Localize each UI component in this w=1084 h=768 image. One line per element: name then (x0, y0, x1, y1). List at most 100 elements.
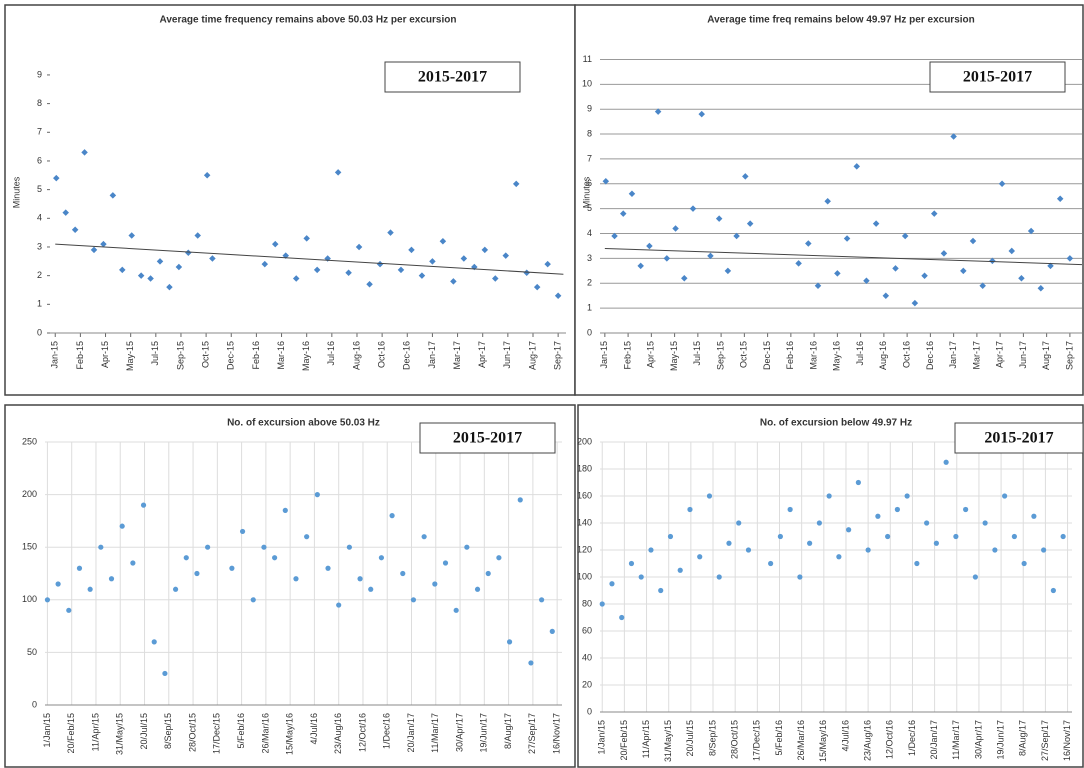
x-tick-label: 19/Jun/17 (995, 720, 1005, 760)
data-point (667, 533, 674, 540)
data-point (1031, 513, 1037, 519)
x-tick-label: 4/Jul/16 (840, 720, 850, 752)
data-point (716, 574, 722, 580)
x-tick-label: 23/Aug/16 (863, 720, 873, 761)
y-tick-label: 140 (577, 517, 592, 527)
data-point (194, 232, 201, 239)
x-tick-label: Oct-16 (377, 341, 387, 368)
x-tick-label: Sep-15 (175, 341, 185, 370)
data-point (108, 576, 115, 582)
x-tick-label: 11/Apr/15 (90, 713, 100, 751)
data-point (325, 565, 331, 571)
x-tick-label: Dec-15 (762, 341, 772, 370)
data-point (768, 560, 774, 567)
y-tick-label: 150 (22, 542, 37, 552)
data-point (517, 497, 523, 503)
data-point (921, 272, 928, 280)
y-tick-label: 100 (577, 571, 592, 581)
data-point (87, 586, 93, 592)
data-point (943, 459, 949, 465)
x-tick-label: 26/Mar/16 (260, 713, 270, 754)
data-point (795, 260, 802, 267)
chart-title: Average time frequency remains above 50.… (160, 15, 457, 26)
x-tick-label: 20/Jan/17 (929, 720, 939, 760)
x-tick-label: Mar-16 (808, 341, 818, 370)
y-tick-label: 60 (582, 625, 592, 635)
data-point (432, 581, 438, 587)
data-point (554, 292, 562, 299)
data-point (1008, 247, 1016, 255)
data-point (410, 597, 417, 603)
y-tick-label: 100 (22, 594, 37, 604)
data-point (882, 292, 890, 299)
x-tick-label: Feb-16 (785, 341, 795, 370)
y-tick-label: 5 (587, 203, 592, 213)
data-point (863, 277, 870, 285)
data-point (485, 570, 491, 577)
x-tick-label: May-15 (669, 341, 679, 371)
data-point (90, 246, 98, 254)
x-tick-label: 12/Oct/16 (357, 713, 367, 752)
annotation-box (954, 422, 1084, 454)
data-point (672, 225, 679, 232)
data-point (824, 197, 831, 205)
annotation: 2015-2017 (984, 430, 1053, 447)
x-tick-label: 17/Dec/15 (752, 720, 762, 761)
data-point (481, 246, 489, 254)
x-tick-label: 27/Sep/17 (527, 713, 537, 754)
x-tick-label: 23/Aug/16 (333, 713, 343, 754)
data-point (175, 263, 183, 271)
data-point (619, 210, 627, 217)
data-point (528, 660, 534, 666)
x-tick-label: 11/Apr/15 (641, 720, 651, 758)
data-point (506, 639, 513, 645)
data-point (205, 544, 211, 550)
data-point (807, 540, 813, 546)
y-tick-label: 11 (583, 54, 592, 64)
data-point (314, 492, 320, 498)
chart-title: No. of excursion below 49.97 Hz (760, 418, 912, 429)
x-tick-label: 12/Oct/16 (885, 720, 895, 759)
data-point (194, 570, 200, 577)
data-point (183, 555, 189, 561)
annotation: 2015-2017 (418, 69, 487, 86)
data-point (544, 260, 551, 268)
y-tick-label: 7 (37, 127, 42, 137)
data-point (646, 242, 653, 250)
data-point (637, 262, 644, 270)
data-point (130, 560, 136, 566)
data-point (1002, 493, 1008, 499)
y-tick-label: 200 (22, 489, 37, 499)
data-point (512, 180, 520, 188)
x-tick-label: Apr-17 (477, 341, 487, 368)
data-point (439, 237, 447, 245)
data-point (292, 275, 300, 282)
y-tick-label: 80 (582, 598, 592, 608)
x-tick-label: 30/Apr/17 (973, 720, 983, 759)
data-point (726, 540, 732, 546)
data-point (313, 266, 321, 274)
data-point (98, 544, 104, 550)
data-point (418, 272, 426, 279)
data-point (502, 252, 510, 259)
data-point (346, 544, 352, 550)
y-tick-label: 9 (37, 69, 42, 79)
y-tick-label: 8 (37, 98, 42, 108)
x-tick-label: Jul-15 (150, 341, 160, 366)
data-point (697, 554, 703, 560)
x-tick-label: Mar-16 (276, 341, 286, 370)
x-tick-label: 28/Oct/15 (730, 720, 740, 759)
x-tick-label: Dec-15 (226, 341, 236, 370)
data-point (140, 502, 147, 508)
data-point (846, 527, 852, 533)
data-point (53, 174, 60, 182)
x-tick-label: Sep-17 (1064, 341, 1074, 370)
data-point (953, 533, 959, 540)
data-point (1041, 547, 1047, 553)
data-point (736, 520, 742, 526)
x-tick-label: Aug-16 (878, 341, 888, 370)
data-point (203, 172, 211, 179)
y-tick-label: 3 (37, 241, 42, 251)
x-tick-label: 28/Oct/15 (187, 713, 197, 752)
x-tick-label: 17/Dec/15 (212, 713, 222, 754)
